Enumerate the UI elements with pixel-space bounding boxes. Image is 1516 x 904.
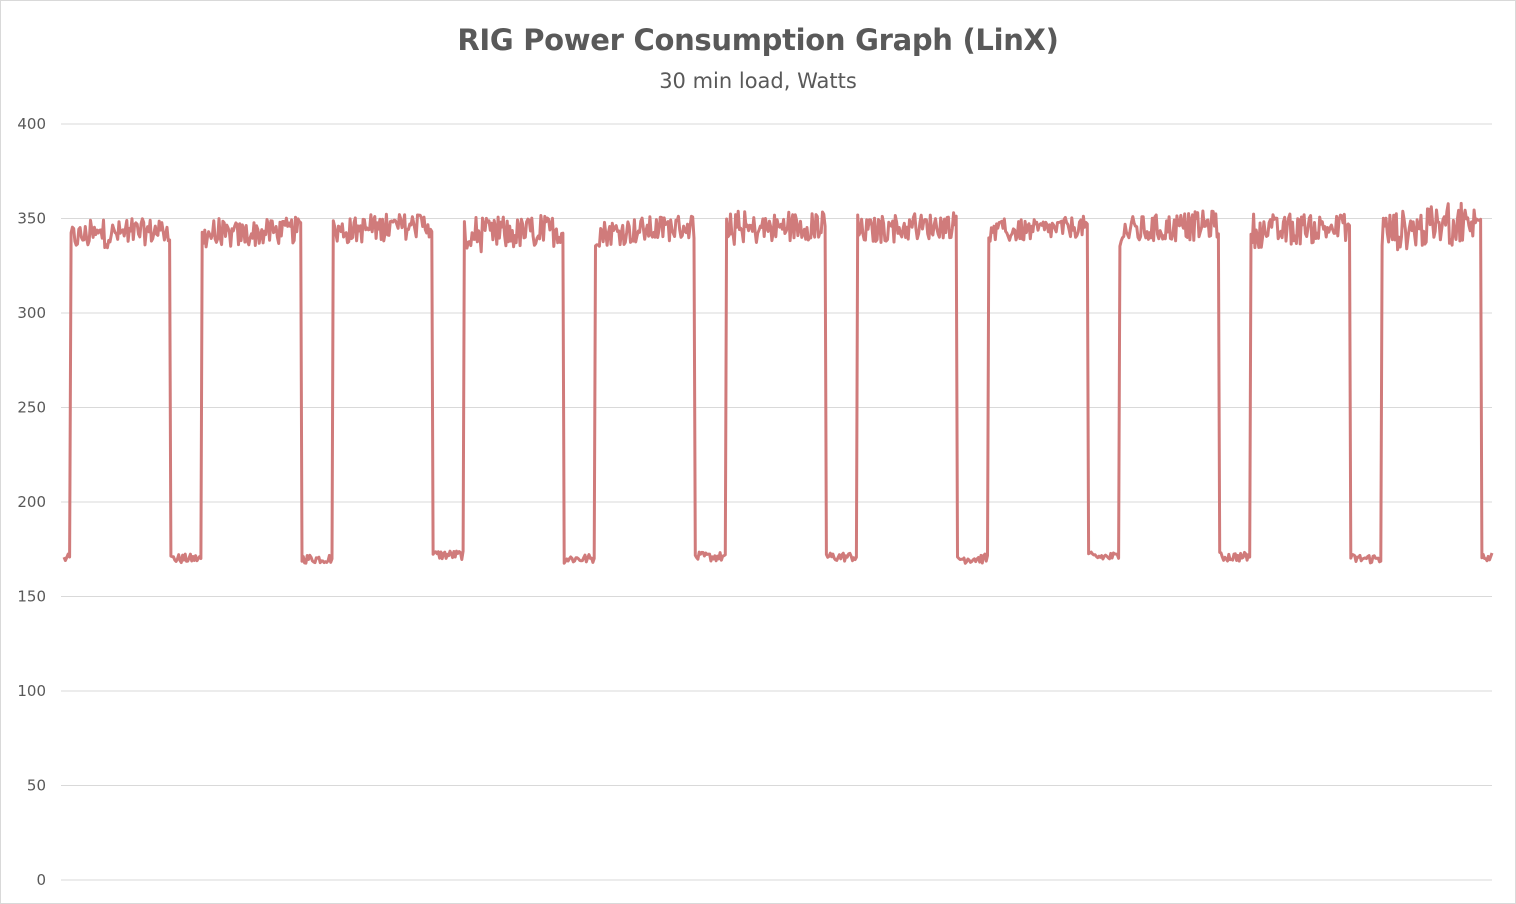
y-tick-label: 100 xyxy=(17,682,46,700)
chart-title: RIG Power Consumption Graph (LinX) xyxy=(457,23,1059,57)
y-tick-label: 350 xyxy=(17,210,46,228)
y-tick-label: 50 xyxy=(27,777,46,795)
y-tick-label: 400 xyxy=(17,115,46,133)
y-tick-label: 250 xyxy=(17,399,46,417)
y-tick-label: 200 xyxy=(17,493,46,511)
y-tick-label: 0 xyxy=(36,871,46,889)
chart-subtitle: 30 min load, Watts xyxy=(659,69,857,93)
y-tick-label: 300 xyxy=(17,304,46,322)
series-line xyxy=(62,201,1494,565)
y-tick-label: 150 xyxy=(17,588,46,606)
